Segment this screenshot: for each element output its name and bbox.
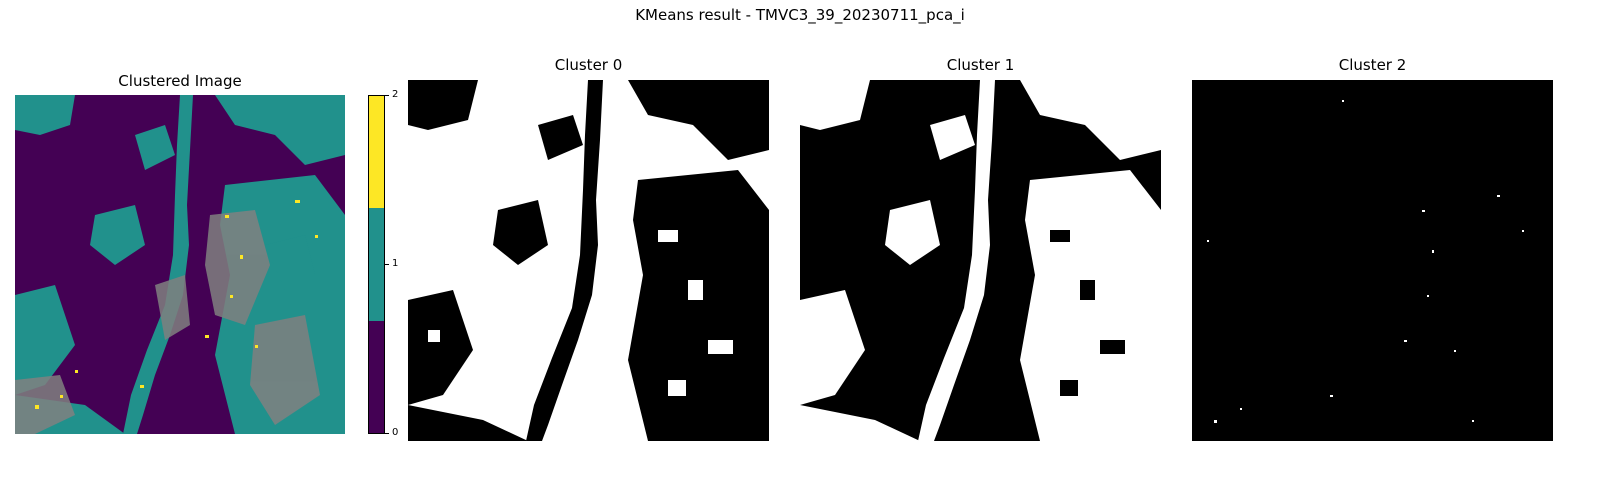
colorbar-tick-label-1: 1 <box>392 258 399 269</box>
colorbar-tick-label-0: 0 <box>392 427 399 438</box>
figure-title: KMeans result - TMVC3_39_20230711_pca_i <box>635 6 965 24</box>
river <box>123 95 193 434</box>
colorbar-segment-2 <box>369 96 384 209</box>
clustered-image-panel <box>15 95 345 434</box>
cluster-1-panel <box>800 80 1161 441</box>
cluster-1-mask <box>800 80 1161 441</box>
cluster-0-mask <box>408 80 769 441</box>
cluster-2-panel <box>1192 80 1553 441</box>
cluster-1-specks <box>1050 230 1125 396</box>
cluster-0-title: Cluster 0 <box>554 56 623 74</box>
cluster-2-spots <box>35 200 318 409</box>
colorbar <box>368 95 385 434</box>
colorbar-segment-1 <box>369 208 384 321</box>
cluster-1-title: Cluster 1 <box>946 56 1015 74</box>
cluster-2-title: Cluster 2 <box>1338 56 1407 74</box>
cluster-0-river <box>526 80 603 441</box>
colorbar-tick-2 <box>385 95 389 96</box>
cluster-2-mask <box>1192 80 1553 441</box>
cluster-1-river <box>918 80 995 441</box>
colorbar-tick-label-2: 2 <box>392 89 399 100</box>
clustered-image <box>15 95 345 434</box>
cluster-0-panel <box>408 80 769 441</box>
colorbar-segment-0 <box>369 320 384 433</box>
clustered-image-title: Clustered Image <box>118 72 242 90</box>
colorbar-tick-0 <box>385 433 389 434</box>
cluster-0-specks <box>428 230 733 396</box>
cluster-2-pixels <box>1207 100 1524 423</box>
urban-texture <box>15 210 320 434</box>
colorbar-tick-1 <box>385 264 389 265</box>
